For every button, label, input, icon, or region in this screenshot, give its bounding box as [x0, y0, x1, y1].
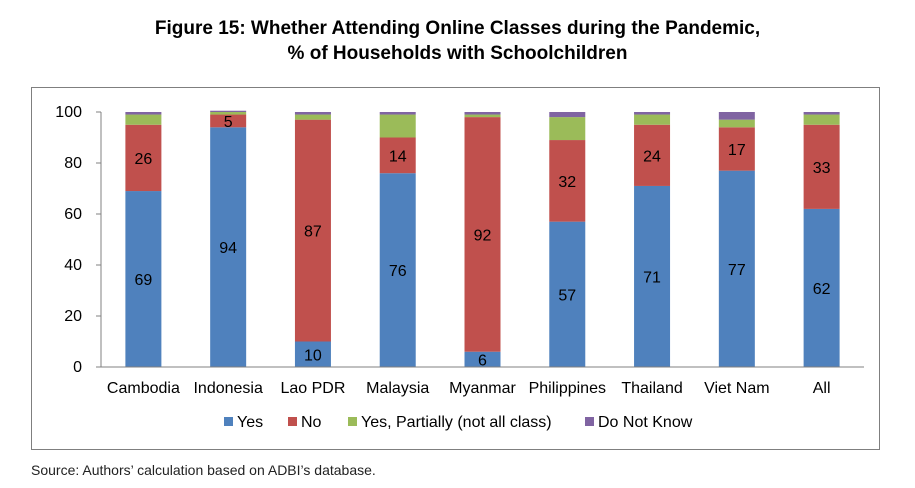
bar-yes-partially-not-all-class-indonesia: [210, 112, 247, 115]
bar-do-not-know-all: [803, 112, 840, 115]
y-tick-label-40: 40: [64, 257, 82, 274]
data-label-yes-viet-nam: 77: [728, 262, 746, 279]
bar-yes-partially-not-all-class-lao-pdr: [294, 114, 331, 120]
data-label-no-lao-pdr: 87: [304, 224, 322, 241]
x-tick-label-cambodia: Cambodia: [107, 380, 180, 397]
y-tick-label-100: 100: [55, 104, 82, 121]
x-tick-label-indonesia: Indonesia: [193, 380, 262, 397]
chart-title-line2: % of Households with Schoolchildren: [287, 43, 628, 64]
x-tick-label-viet-nam: Viet Nam: [704, 380, 770, 397]
bar-no-all: [803, 124, 840, 209]
data-label-yes-myanmar: 6: [478, 352, 487, 369]
x-tick-label-thailand: Thailand: [621, 380, 682, 397]
legend-label-no: No: [301, 414, 322, 431]
chart-title-line1: Figure 15: Whether Attending Online Clas…: [154, 18, 761, 39]
bar-do-not-know-thailand: [634, 112, 671, 115]
bar-do-not-know-myanmar: [464, 112, 501, 115]
bar-do-not-know-lao-pdr: [294, 112, 331, 115]
bar-no-indonesia: [210, 114, 247, 128]
bar-no-cambodia: [125, 124, 162, 192]
legend-label-do-not-know: Do Not Know: [598, 414, 693, 431]
bar-yes-thailand: [634, 185, 671, 367]
bar-yes-philippines: [549, 221, 586, 367]
bar-yes-indonesia: [210, 127, 247, 367]
bar-yes-all: [803, 208, 840, 367]
bar-yes-partially-not-all-class-all: [803, 114, 840, 125]
source-note: Source: Authors’ calculation based on AD…: [31, 462, 376, 478]
bar-yes-partially-not-all-class-philippines: [549, 117, 586, 141]
data-label-yes-all: 62: [813, 281, 831, 298]
bar-do-not-know-indonesia: [210, 110, 247, 112]
legend-label-yes: Yes: [237, 414, 263, 431]
bar-yes-malaysia: [379, 173, 416, 367]
legend-swatch-yes-partially-not-all-class: [348, 417, 357, 426]
bar-no-myanmar: [464, 117, 501, 352]
data-label-no-all: 33: [813, 160, 831, 177]
bar-do-not-know-viet-nam: [718, 112, 755, 120]
data-label-no-viet-nam: 17: [728, 142, 746, 159]
data-label-no-malaysia: 14: [389, 148, 407, 165]
y-tick-label-60: 60: [64, 206, 82, 223]
y-tick-label-20: 20: [64, 308, 82, 325]
data-label-no-thailand: 24: [643, 148, 661, 165]
x-tick-label-malaysia: Malaysia: [366, 380, 429, 397]
bar-yes-partially-not-all-class-myanmar: [464, 114, 501, 118]
legend-swatch-yes: [224, 417, 233, 426]
bar-yes-lao-pdr: [294, 341, 331, 367]
bar-yes-partially-not-all-class-thailand: [634, 114, 671, 125]
bar-no-thailand: [634, 124, 671, 186]
x-tick-label-philippines: Philippines: [529, 380, 606, 397]
y-tick-label-0: 0: [73, 359, 82, 376]
bar-no-malaysia: [379, 137, 416, 174]
data-label-yes-lao-pdr: 10: [304, 347, 322, 364]
bar-no-philippines: [549, 140, 586, 222]
y-tick-label-80: 80: [64, 155, 82, 172]
x-tick-label-myanmar: Myanmar: [449, 380, 516, 397]
data-label-no-cambodia: 26: [134, 151, 152, 168]
x-tick-label-lao-pdr: Lao PDR: [280, 380, 345, 397]
bar-do-not-know-malaysia: [379, 112, 416, 115]
bar-yes-myanmar: [464, 351, 501, 367]
data-label-yes-philippines: 57: [558, 287, 576, 304]
bar-no-lao-pdr: [294, 119, 331, 342]
data-label-no-myanmar: 92: [474, 227, 492, 244]
data-label-yes-thailand: 71: [643, 269, 661, 286]
data-label-no-philippines: 32: [558, 174, 576, 191]
legend-label-yes-partially-not-all-class: Yes, Partially (not all class): [361, 414, 552, 431]
bar-do-not-know-philippines: [549, 112, 586, 118]
legend-swatch-no: [288, 417, 297, 426]
bar-yes-partially-not-all-class-viet-nam: [718, 119, 755, 128]
bar-yes-partially-not-all-class-cambodia: [125, 114, 162, 125]
bar-do-not-know-cambodia: [125, 112, 162, 115]
data-label-yes-indonesia: 94: [219, 240, 237, 257]
legend-swatch-do-not-know: [585, 417, 594, 426]
x-tick-label-all: All: [813, 380, 831, 397]
bar-yes-cambodia: [125, 191, 162, 367]
data-label-no-indonesia: 5: [224, 114, 233, 131]
data-label-yes-cambodia: 69: [134, 272, 152, 289]
bar-no-viet-nam: [718, 127, 755, 171]
data-label-yes-malaysia: 76: [389, 263, 407, 280]
bar-yes-viet-nam: [718, 170, 755, 367]
chart-frame: [31, 87, 880, 450]
bar-yes-partially-not-all-class-malaysia: [379, 114, 416, 138]
